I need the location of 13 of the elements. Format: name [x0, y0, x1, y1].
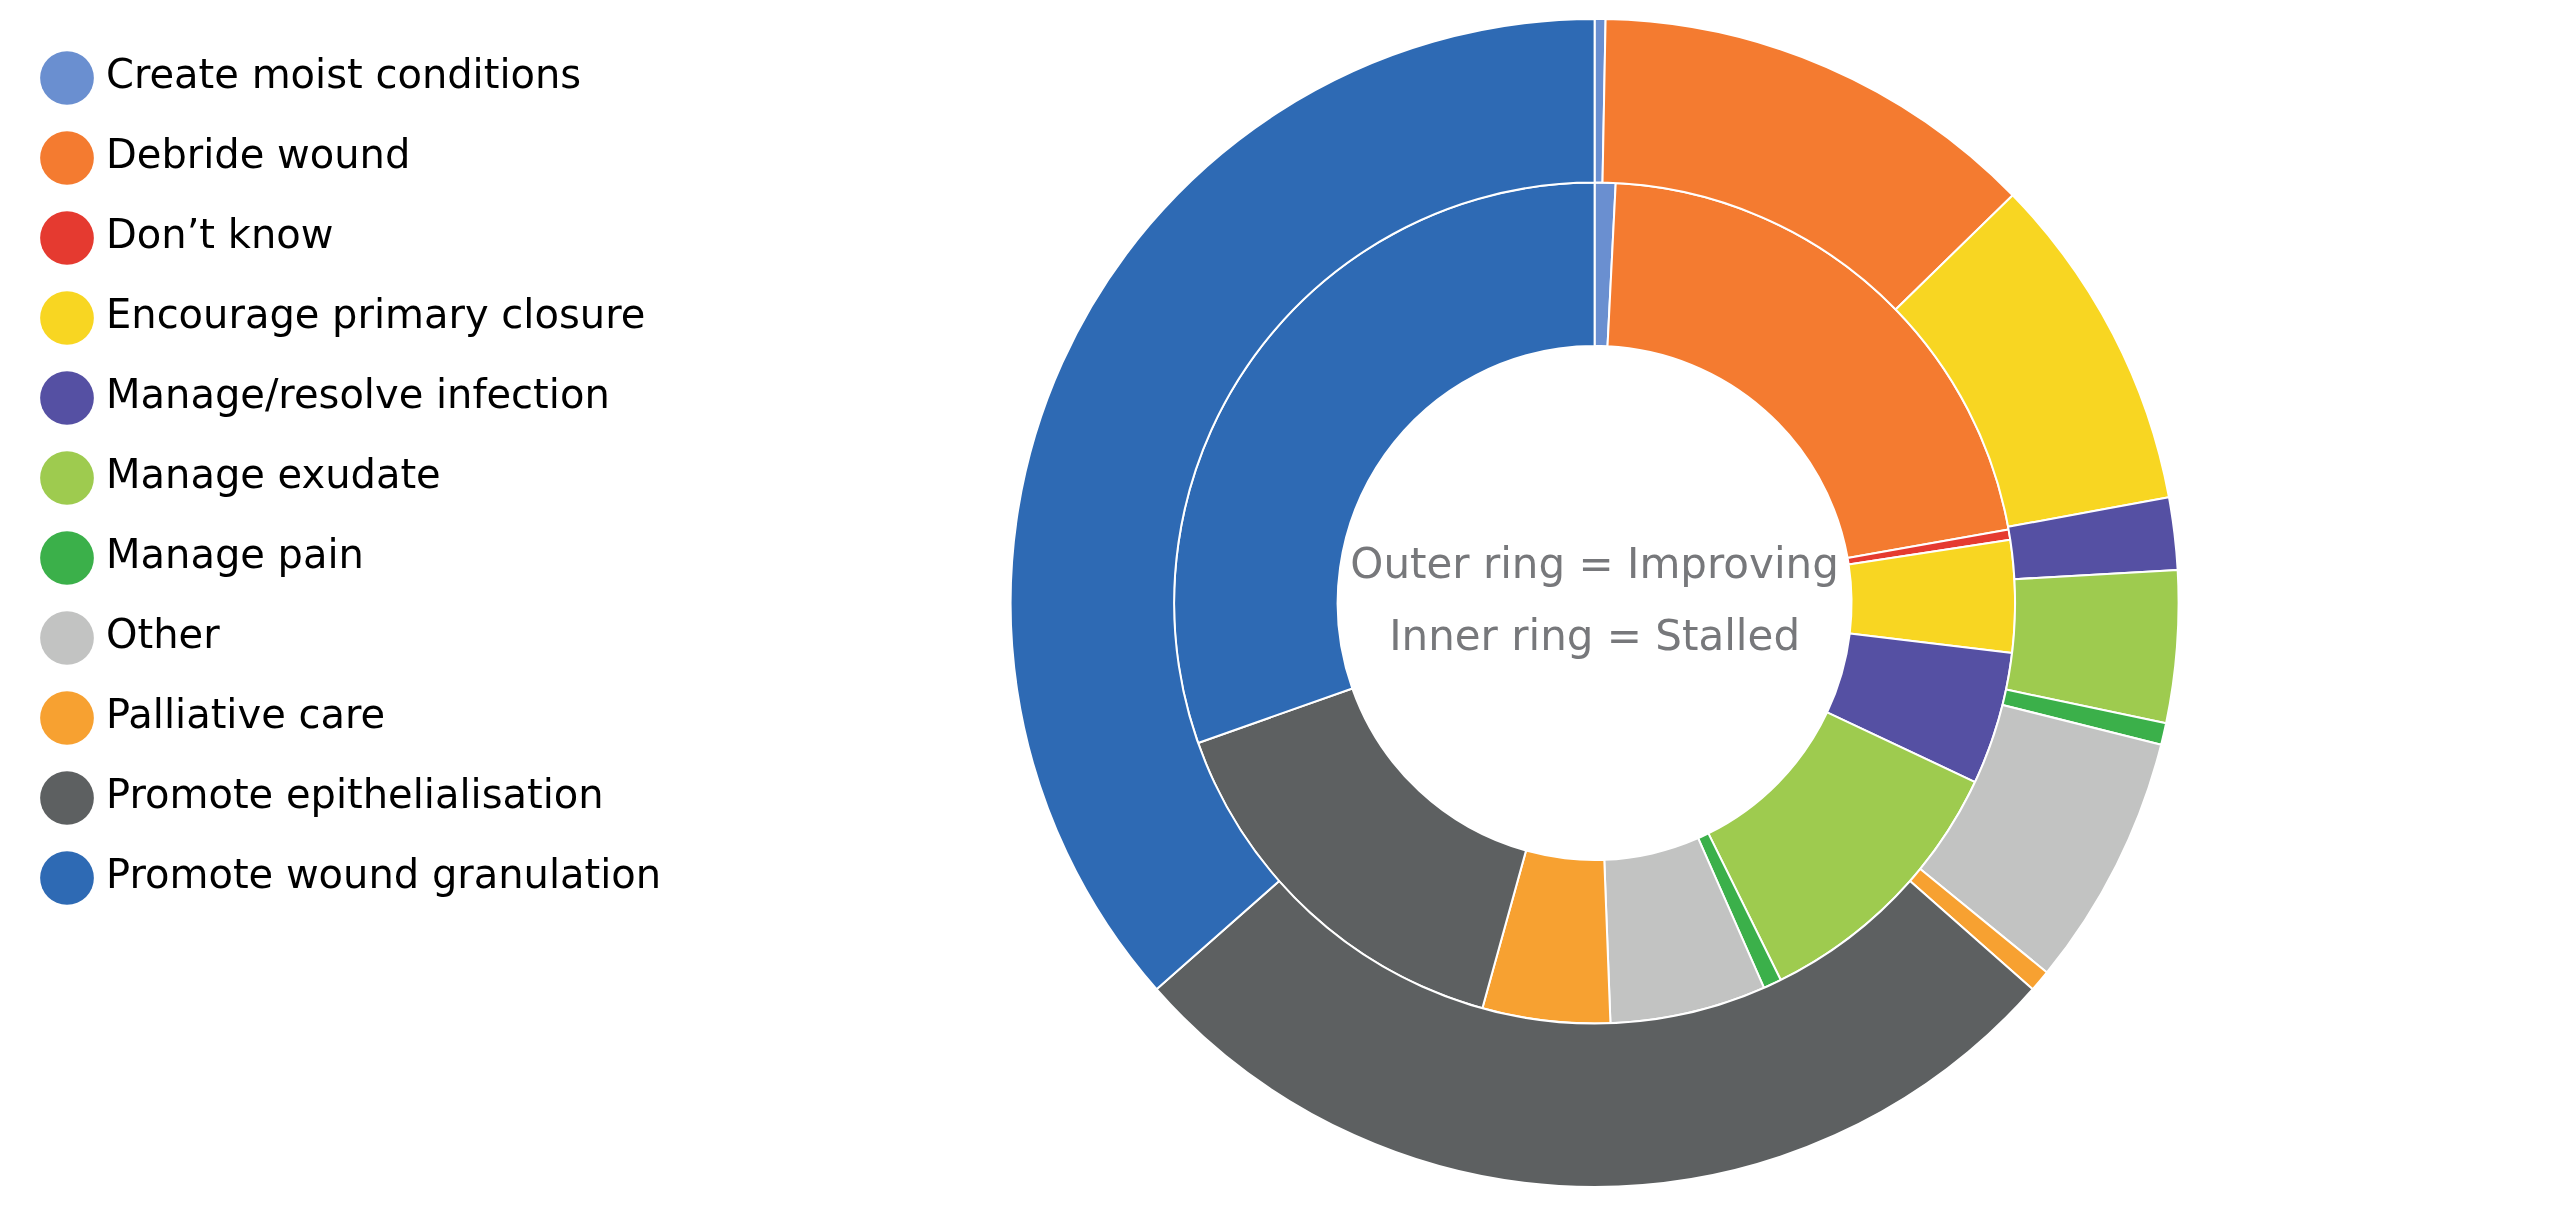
legend-label: Manage exudate — [106, 451, 441, 498]
legend-label: Manage/resolve infection — [106, 371, 610, 418]
text: Inner ring = Stalled — [1389, 610, 1801, 660]
legend-label: Palliative care — [106, 691, 386, 738]
legend-label: Encourage primary closure — [106, 291, 646, 338]
legend-label: Debride wound — [106, 131, 411, 178]
legend-label: Create moist conditions — [106, 51, 582, 98]
legend-label: Manage pain — [106, 531, 364, 578]
legend-label: Promote epithelialisation — [106, 771, 604, 818]
text: Outer ring = Improving — [1350, 538, 1839, 588]
legend-label: Other — [106, 611, 221, 658]
legend-label: Promote wound granulation — [106, 851, 662, 898]
legend-label: Don’t know — [106, 211, 334, 258]
